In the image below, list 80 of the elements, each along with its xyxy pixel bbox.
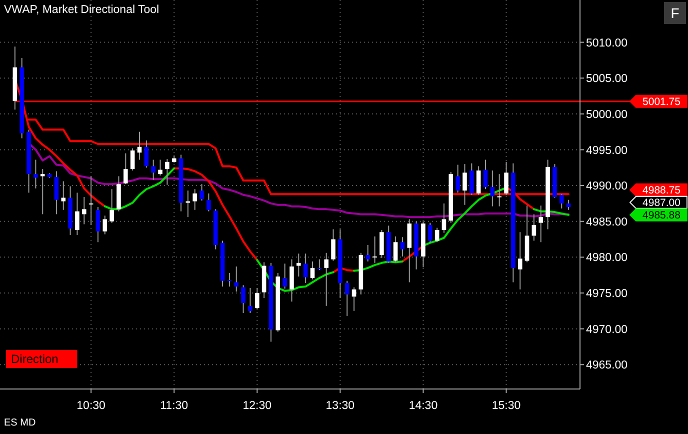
candlestick <box>290 258 294 302</box>
annotation: Direction <box>11 352 58 366</box>
text: F <box>670 4 680 21</box>
candlestick <box>504 161 508 196</box>
candlestick <box>317 258 322 271</box>
x-tick-label: 11:30 <box>160 400 188 412</box>
y-tick-label: 4990.00 <box>586 180 628 193</box>
text: 4988.75 <box>642 184 681 197</box>
text: ES MD <box>4 418 36 428</box>
y-tick-label: 4985.00 <box>586 216 628 228</box>
candlestick <box>331 228 336 262</box>
y-tick-label: 4980.00 <box>586 252 628 264</box>
candlestick <box>490 170 495 207</box>
candlestick <box>137 131 142 160</box>
candlestick <box>483 159 488 190</box>
candlestick <box>532 214 536 242</box>
candlestick <box>144 140 149 168</box>
y-tick-label: 4965.00 <box>586 360 628 372</box>
candlestick <box>352 286 356 312</box>
candlestick <box>82 196 86 225</box>
candlestick <box>88 176 94 226</box>
candlestick <box>310 260 315 280</box>
candlestick <box>518 232 522 290</box>
candlestick <box>130 148 135 171</box>
candlestick <box>428 222 432 244</box>
x-tick-label: 10:30 <box>76 400 106 412</box>
candlestick <box>462 164 467 206</box>
y-tick-label: 5005.00 <box>586 73 628 86</box>
candlestick <box>324 252 328 306</box>
y-tick-label: 4975.00 <box>586 288 628 300</box>
candlestick <box>344 280 350 316</box>
candlestick <box>227 272 232 288</box>
candlestick <box>192 188 198 210</box>
candlestick <box>96 206 100 243</box>
candlestick <box>151 159 156 180</box>
candlestick <box>282 263 287 290</box>
y-tick-label: 4995.00 <box>586 144 628 157</box>
candlestick <box>234 266 239 292</box>
candlestick <box>366 244 370 262</box>
candlestick <box>400 236 405 257</box>
candlestick <box>75 192 80 236</box>
candlestick <box>538 205 544 243</box>
candlestick <box>559 194 564 209</box>
y-tick-label: 5000.00 <box>586 108 628 121</box>
chart-title: VWAP, Market Directional Tool <box>4 4 160 16</box>
ref-line-label: 5001.75 <box>642 96 681 108</box>
candlestick <box>241 284 246 314</box>
x-tick-label: 15:30 <box>492 400 521 412</box>
y-tick-label: 4970.00 <box>586 324 628 336</box>
candlestick <box>566 199 571 210</box>
candlestick <box>372 236 377 264</box>
candlestick <box>40 168 45 215</box>
text: 4985.88 <box>642 210 681 222</box>
candlestick <box>206 192 211 212</box>
candlestick <box>456 164 460 194</box>
candlestick <box>165 158 170 186</box>
candlestick <box>54 170 59 215</box>
candlestick <box>470 162 474 196</box>
candlestick <box>393 236 398 263</box>
candlestick <box>158 159 162 176</box>
x-tick-label: 12:30 <box>242 400 272 412</box>
candlestick <box>442 202 446 234</box>
candlestick <box>34 159 38 189</box>
candlestick <box>124 152 128 185</box>
candlestick <box>248 287 252 314</box>
candlestick <box>254 287 260 310</box>
candlestick <box>200 184 204 202</box>
candlestick <box>296 253 301 278</box>
candlestick <box>476 166 481 196</box>
candlestick <box>434 227 440 243</box>
candlestick <box>102 215 108 235</box>
candlestick <box>497 174 502 207</box>
candlestick <box>303 253 308 284</box>
candlestick <box>110 188 114 224</box>
text: 4987.00 <box>642 197 681 210</box>
candlestick <box>380 229 384 258</box>
x-tick-label: 14:30 <box>408 400 438 412</box>
y-tick-label: 5010.00 <box>586 37 628 50</box>
x-tick-label: 13:30 <box>326 400 355 412</box>
candlestick <box>61 180 66 210</box>
